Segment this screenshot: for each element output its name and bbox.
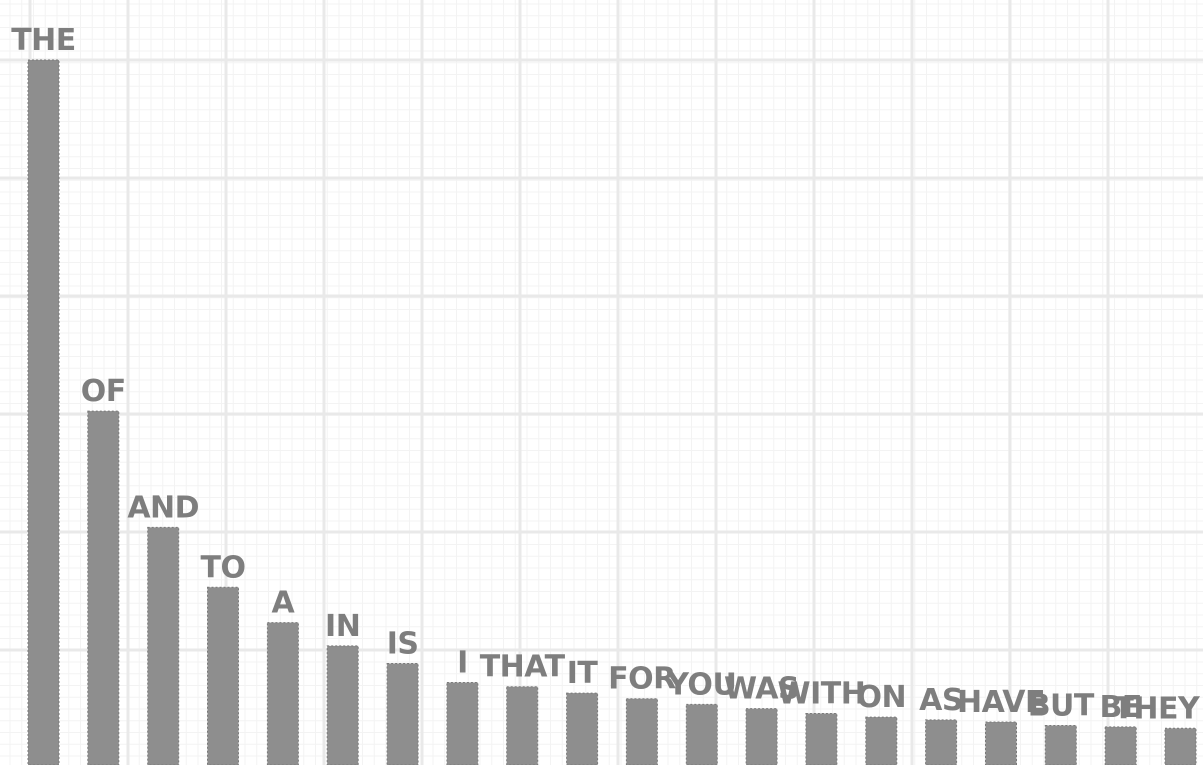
bar-label-to: TO (201, 550, 246, 585)
bar-label-that: THAT (480, 650, 566, 685)
bar-but (1044, 725, 1077, 765)
bar-i (446, 682, 479, 765)
bar-label-in: IN (325, 609, 360, 644)
bar-be (1104, 726, 1137, 765)
bar-they (1164, 727, 1197, 765)
bar-label-you: YOU (666, 667, 736, 702)
bars (27, 59, 1197, 765)
bar-is (386, 663, 419, 765)
bar-and (147, 526, 180, 765)
bar-it (566, 692, 599, 765)
bar-label-with: WITH (777, 677, 865, 712)
bar-that (506, 686, 539, 765)
bar-label-of: OF (81, 374, 126, 409)
bar-a (266, 622, 299, 765)
bar-with (805, 713, 838, 765)
bar-label-on: ON (856, 680, 906, 715)
bar-as (925, 719, 958, 765)
bar-of (87, 410, 120, 765)
bar-label-is: IS (387, 627, 419, 662)
bar-label-but: BUT (1028, 689, 1095, 724)
bar-label-it: IT (567, 656, 599, 691)
bar-label-as: AS (919, 683, 963, 718)
bar-label-i: I (457, 646, 468, 681)
bar-label-for: FOR (608, 662, 676, 697)
bar-on (865, 716, 898, 765)
bar-in (326, 645, 359, 765)
bar-label-a: A (272, 586, 296, 621)
bar-label-and: AND (127, 490, 199, 525)
bar-label-they: THEY (1113, 691, 1201, 726)
bar-label-have: HAVE (957, 685, 1045, 720)
bar-the (27, 59, 60, 765)
bar-for (625, 698, 658, 765)
bar-label-be: BE (1100, 690, 1142, 725)
bar-to (207, 586, 239, 765)
bar-label-was: WAS (724, 672, 799, 707)
bar-you (685, 703, 718, 765)
bar-have (985, 721, 1017, 765)
bar-was (745, 708, 778, 765)
bar-label-the: THE (11, 23, 76, 58)
